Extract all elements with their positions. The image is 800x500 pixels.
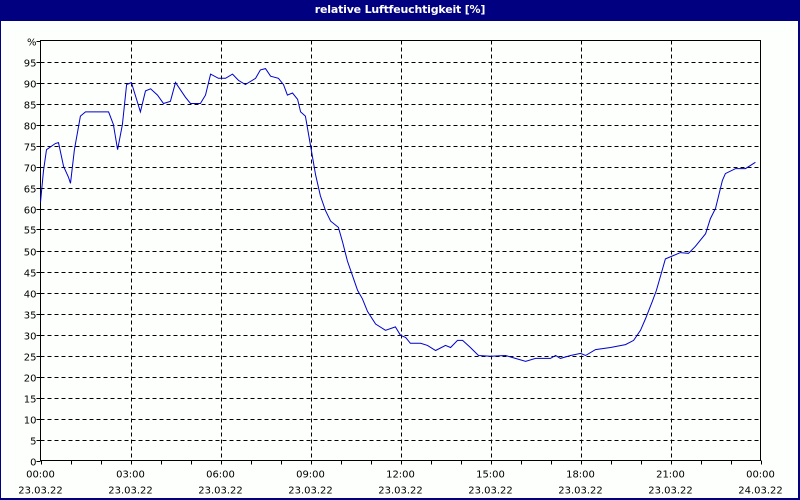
grid-lines [40, 40, 761, 461]
y-tick-label: 90 [24, 80, 37, 91]
y-tick-label: 60 [24, 206, 37, 217]
x-tick-time: 12:00 [386, 470, 415, 481]
y-tick-label: 70 [24, 164, 37, 175]
x-tick-date: 23.03.22 [18, 486, 63, 497]
x-tick-time: 09:00 [296, 470, 325, 481]
y-tick-label: 50 [24, 248, 37, 259]
y-tick-label: 25 [24, 353, 37, 364]
x-tick-time: 06:00 [206, 470, 235, 481]
x-tick-time: 15:00 [476, 470, 505, 481]
y-tick-label: % [27, 38, 37, 49]
y-tick-label: 35 [24, 311, 37, 322]
y-tick-label: 40 [24, 290, 37, 301]
x-tick-date: 24.03.22 [738, 486, 783, 497]
y-tick-label: 65 [24, 185, 37, 196]
x-tick-date: 23.03.22 [468, 486, 513, 497]
y-tick-label: 15 [24, 395, 37, 406]
y-tick-label: 20 [24, 374, 37, 385]
x-tick-time: 00:00 [746, 470, 775, 481]
x-tick-time: 21:00 [656, 470, 685, 481]
x-tick-time: 03:00 [116, 470, 145, 481]
chart-title: relative Luftfeuchtigkeit [%] [0, 0, 800, 20]
y-tick-label: 5 [30, 437, 36, 448]
plot-border [40, 40, 761, 461]
y-tick-label: 55 [24, 226, 37, 237]
x-tick-date: 23.03.22 [378, 486, 423, 497]
y-tick-label: 95 [24, 59, 37, 70]
y-tick-label: 10 [24, 416, 37, 427]
y-tick-label: 80 [24, 122, 37, 133]
humidity-series-line [40, 68, 756, 362]
y-tick-label: 85 [24, 101, 37, 112]
y-axis: 0 5 10 15 20 25 30 35 40 45 50 55 60 65 70 75 80 85 90 95% [24, 38, 41, 469]
y-tick-label: 0 [30, 458, 36, 469]
x-tick-date: 23.03.22 [648, 486, 693, 497]
x-axis: 00:00 23.03.22 03:00 23.03.22 06:00 23.03.22 0… [18, 460, 783, 497]
x-tick-date: 23.03.22 [108, 486, 153, 497]
y-tick-label: 30 [24, 332, 37, 343]
x-tick-time: 00:00 [26, 470, 55, 481]
y-tick-label: 45 [24, 269, 37, 280]
y-tick-label: 75 [24, 143, 37, 154]
plot-frame [40, 40, 761, 461]
x-tick-date: 23.03.22 [198, 486, 243, 497]
x-tick-date: 23.03.22 [288, 486, 333, 497]
x-tick-time: 18:00 [566, 470, 595, 481]
x-tick-date: 23.03.22 [558, 486, 603, 497]
